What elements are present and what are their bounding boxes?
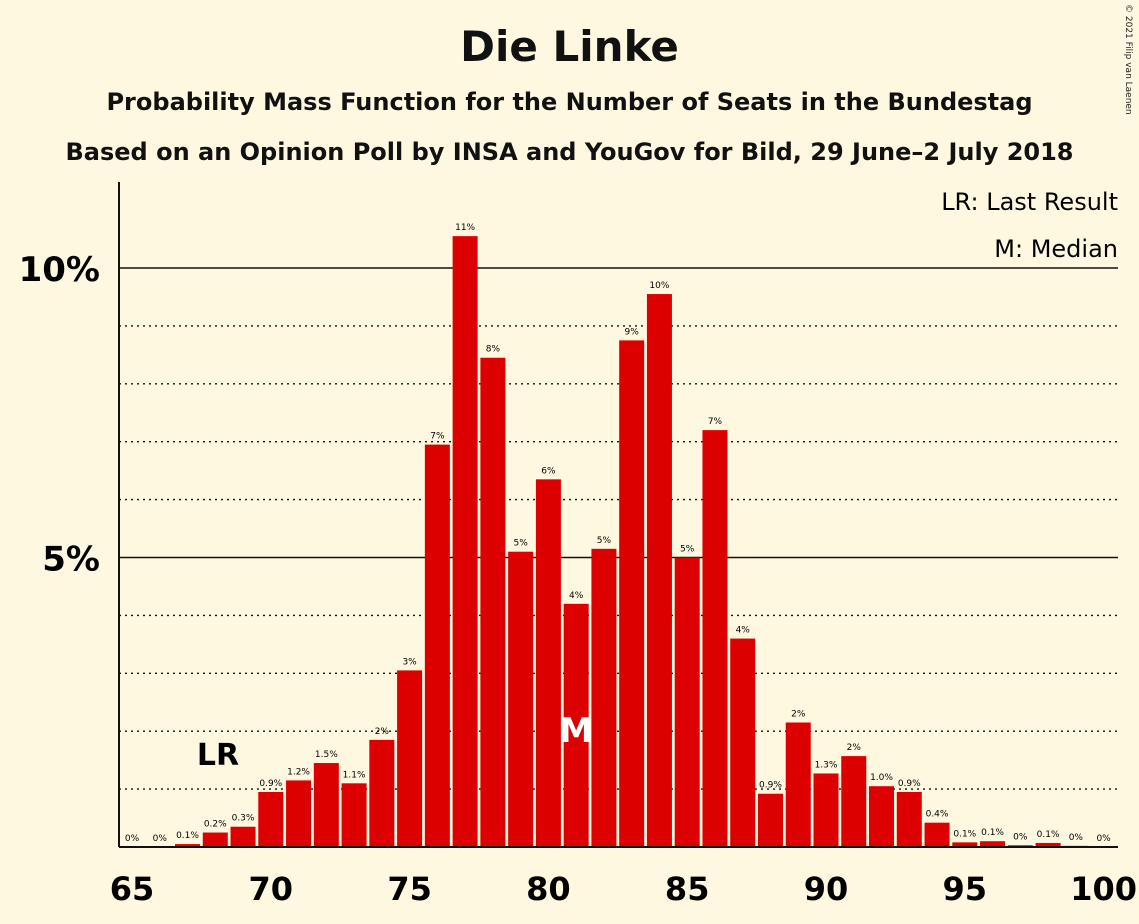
- bar-value-label: 2%: [847, 743, 862, 753]
- bar: [369, 739, 395, 847]
- bar: [230, 826, 256, 847]
- bar-value-label: 0%: [1013, 832, 1028, 842]
- bar-value-label: 1.0%: [870, 773, 893, 783]
- bar-value-label: 0.1%: [1037, 830, 1060, 840]
- bar-value-label: 3%: [402, 657, 417, 667]
- bar: [785, 722, 811, 847]
- bar: [619, 340, 645, 847]
- x-tick-label: 75: [387, 870, 432, 908]
- bar-value-label: 1.3%: [815, 760, 838, 770]
- x-tick-label: 100: [1070, 870, 1137, 908]
- chart-subtitle-2: Based on an Opinion Poll by INSA and You…: [65, 138, 1074, 166]
- bar-value-label: 4%: [569, 591, 584, 601]
- x-tick-label: 90: [804, 870, 849, 908]
- bar: [952, 842, 978, 847]
- y-tick-label: 5%: [42, 540, 100, 580]
- bar: [1035, 842, 1061, 847]
- bar: [563, 603, 589, 847]
- chart-subtitle-1: Probability Mass Function for the Number…: [106, 88, 1033, 116]
- bar: [535, 479, 561, 847]
- bar-value-label: 5%: [680, 545, 695, 555]
- bar: [508, 551, 534, 847]
- axes: 65 70 75 80 85 90 95 100 5% 10%: [19, 182, 1137, 908]
- bar-value-label: 5%: [513, 539, 528, 549]
- bar-value-label: 0%: [1096, 834, 1111, 844]
- bar: [397, 670, 423, 847]
- bar: [175, 844, 201, 847]
- bar: [924, 822, 950, 847]
- markers: LR M: [197, 711, 593, 773]
- bar: [702, 430, 728, 847]
- bar-value-label: 11%: [455, 223, 475, 233]
- bar: [452, 236, 478, 847]
- bar: [896, 791, 922, 847]
- bar: [258, 791, 284, 847]
- bar: [591, 548, 617, 847]
- bar-value-label: 5%: [597, 536, 612, 546]
- bar-value-label: 0.3%: [232, 814, 255, 824]
- bar: [813, 773, 839, 847]
- bar: [313, 763, 339, 847]
- bar-value-label: 0%: [125, 834, 140, 844]
- bar: [841, 756, 867, 847]
- bar-value-label: 4%: [736, 626, 751, 636]
- bar-value-label: 8%: [486, 345, 501, 355]
- bar-value-label: 1.1%: [343, 770, 366, 780]
- bar: [757, 793, 783, 847]
- bar-value-label: 0.1%: [176, 831, 199, 841]
- grid-lines: [119, 267, 1118, 790]
- median-marker: M: [559, 711, 593, 751]
- bar-value-label: 7%: [430, 432, 445, 442]
- bar: [424, 444, 450, 847]
- x-tick-label: 85: [665, 870, 710, 908]
- bar: [730, 638, 756, 847]
- legend-median: M: Median: [994, 235, 1118, 263]
- bar-value-label: 0.1%: [953, 829, 976, 839]
- bar: [480, 357, 506, 847]
- bar: [869, 786, 895, 847]
- bar-value-label: 0.2%: [204, 820, 227, 830]
- bar-value-label: 2%: [791, 710, 806, 720]
- bar-value-label: 0.1%: [981, 828, 1004, 838]
- legend-last-result: LR: Last Result: [941, 188, 1118, 216]
- bar-value-label: 0.9%: [259, 779, 282, 789]
- bar: [646, 294, 672, 847]
- bar-value-label: 10%: [649, 281, 669, 291]
- bar-value-label: 9%: [625, 327, 640, 337]
- chart-title: Die Linke: [460, 22, 679, 71]
- bar-value-label: 0%: [153, 834, 168, 844]
- bar-value-label: 0.9%: [759, 781, 782, 791]
- bar: [286, 780, 312, 847]
- bar-value-label: 0.9%: [898, 779, 921, 789]
- bar: [341, 783, 367, 847]
- x-tick-label: 95: [943, 870, 988, 908]
- bar-value-label: 0%: [1069, 833, 1084, 843]
- bar-value-label: 0.4%: [926, 810, 949, 820]
- bar: [674, 557, 700, 847]
- bar: [980, 841, 1006, 847]
- y-tick-label: 10%: [19, 250, 100, 290]
- x-tick-label: 65: [110, 870, 155, 908]
- bar-value-label: 2%: [375, 727, 390, 737]
- x-tick-label: 80: [526, 870, 571, 908]
- bar-value-label: 6%: [541, 466, 556, 476]
- bar-labels: 0% 0% 0.1% 0.2% 0.3% 0.9% 1.2% 1.5% 1.1% 2% 3% 7% 11…: [125, 223, 1111, 844]
- x-tick-label: 70: [249, 870, 294, 908]
- bar-value-label: 7%: [708, 417, 723, 427]
- bar-value-label: 1.5%: [315, 750, 338, 760]
- bar-value-label: 1.2%: [287, 767, 310, 777]
- last-result-marker: LR: [197, 738, 239, 773]
- bar: [202, 832, 228, 847]
- bars: [175, 236, 1089, 847]
